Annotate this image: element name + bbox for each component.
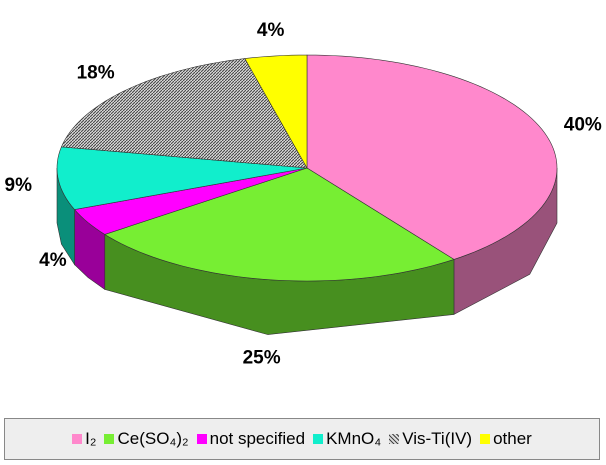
legend-item: Ce(SO₄)₂ [104,429,189,449]
legend-item: Vis-Ti(IV) [389,429,472,449]
legend-swatch [72,434,83,444]
data-label: 4% [39,250,67,271]
data-label: 4% [257,20,285,41]
legend-swatch [389,434,400,444]
slice [306,54,558,260]
legend-swatch [104,434,115,444]
slice [60,58,308,169]
legend-label: other [493,429,532,448]
legend-item: other [480,429,532,449]
legend-swatch [313,434,324,444]
legend-label: Ce(SO₄)₂ [117,429,189,448]
legend-label: not specified [209,429,306,448]
slice [104,167,455,282]
data-label: 40% [564,114,602,135]
slice [73,167,308,235]
legend: I₂ Ce(SO₄)₂ not specified KMnO₄ Vis-Ti(IV) ot… [4,418,600,460]
legend-swatch [480,434,491,444]
legend-label: KMnO₄ [326,429,382,448]
legend-item: not specified [196,429,306,449]
data-label: 18% [77,63,115,84]
chart: 40% 25% 4% 9% 18% 4% [5,20,602,369]
legend-label: I₂ [85,429,97,448]
slice [244,54,308,170]
legend-item: KMnO₄ [313,429,381,449]
legend-item: I₂ [72,429,96,449]
data-label: 9% [5,175,33,196]
data-label: 25% [243,348,281,369]
legend-swatch [196,434,207,444]
legend-label: Vis-Ti(IV) [402,429,473,448]
slice [56,146,308,210]
